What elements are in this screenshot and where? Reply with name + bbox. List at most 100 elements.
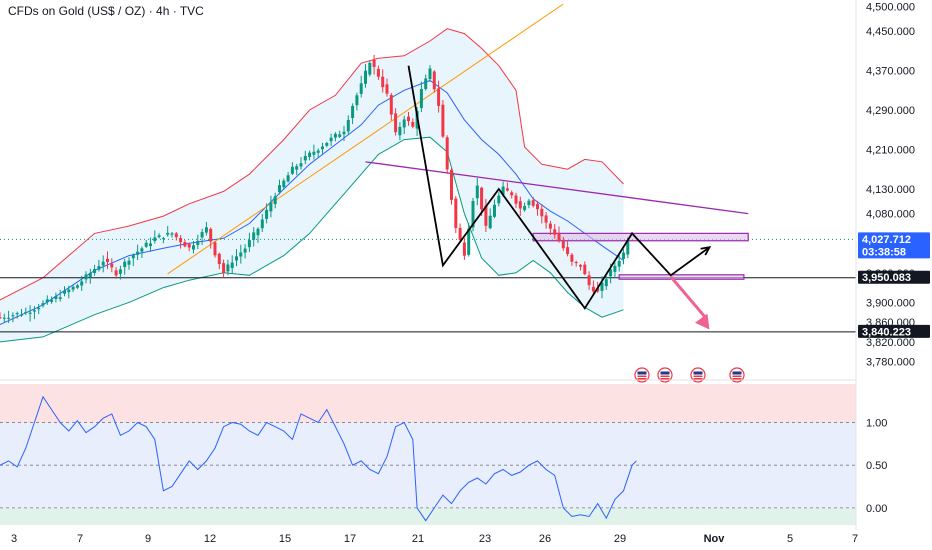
candle-down <box>514 195 518 204</box>
level-1-tag-bg <box>858 270 930 284</box>
candle-up <box>97 265 101 270</box>
candle-down <box>583 264 587 275</box>
candle-up <box>144 242 148 247</box>
trend-line-purple <box>365 161 749 215</box>
candle-up <box>265 209 269 219</box>
candle-up <box>613 265 617 272</box>
candle-down <box>505 188 509 191</box>
candle-down <box>510 192 514 196</box>
candle-up <box>196 240 200 245</box>
candle-up <box>351 105 355 118</box>
candle-down <box>187 244 191 248</box>
candle-down <box>411 121 415 127</box>
candle-up <box>342 131 346 135</box>
flag-icon-stripe <box>693 378 703 380</box>
candle-up <box>604 279 608 287</box>
candle-up <box>338 134 342 137</box>
candle-up <box>626 241 630 255</box>
candle-down <box>217 253 221 264</box>
candle-up <box>166 232 170 235</box>
candle-down <box>548 223 552 229</box>
economic-event-icon[interactable] <box>634 367 650 383</box>
candle-up <box>471 201 475 228</box>
x-tick-label: 12 <box>204 533 216 545</box>
candle-up <box>50 299 54 302</box>
candle-up <box>67 289 71 293</box>
candle-down <box>480 187 484 210</box>
candle-up <box>230 262 234 269</box>
candle-down <box>553 229 557 235</box>
candle-up <box>243 248 247 253</box>
flag-icon-stripe <box>637 375 647 377</box>
candle-up <box>252 232 256 240</box>
candle-up <box>101 261 105 266</box>
x-tick-label: 17 <box>344 533 356 545</box>
candle-up <box>282 180 286 188</box>
candle-up <box>600 282 604 291</box>
candle-down <box>389 94 393 115</box>
candle-up <box>140 248 144 252</box>
y-tick-label: 3,780.000 <box>866 357 915 369</box>
candle-up <box>149 243 152 247</box>
current-price-tag-bg <box>858 232 930 259</box>
candle-up <box>118 269 122 274</box>
candle-down <box>437 88 441 106</box>
candle-up <box>295 166 299 170</box>
y-tick-label: 4,500.000 <box>866 1 915 13</box>
candle-up <box>364 70 367 84</box>
candle-up <box>290 166 294 174</box>
candle-up <box>226 264 230 272</box>
candle-up <box>402 119 406 128</box>
y-tick-label: 4,210.000 <box>866 145 915 157</box>
bollinger-lower-line <box>0 136 624 343</box>
candle-up <box>45 299 49 303</box>
candle-up <box>170 233 174 235</box>
economic-event-icon[interactable] <box>690 367 706 383</box>
candle-up <box>286 175 290 182</box>
y-tick-label: 3,820.000 <box>866 337 915 349</box>
oscillator-line <box>0 395 637 522</box>
candle-up <box>355 95 359 106</box>
candle-up <box>527 200 531 206</box>
candle-up <box>333 133 337 138</box>
candle-down <box>587 275 591 286</box>
candle-up <box>28 312 32 314</box>
osc-y-tick-label: 0.00 <box>866 503 887 515</box>
candle-down <box>540 208 544 217</box>
candle-up <box>269 202 273 212</box>
y-tick-label: 4,370.000 <box>866 66 915 78</box>
economic-event-icon[interactable] <box>729 367 745 383</box>
candle-down <box>222 263 226 274</box>
candle-up <box>80 281 84 286</box>
candle-up <box>303 155 307 161</box>
candle-down <box>213 242 217 256</box>
candle-up <box>488 215 492 229</box>
y-tick-label: 4,290.000 <box>866 105 915 117</box>
x-tick-label: 15 <box>279 533 291 545</box>
candle-up <box>204 227 208 233</box>
candle-up <box>308 152 312 157</box>
candle-down <box>561 240 565 249</box>
economic-event-icon[interactable] <box>657 367 673 383</box>
candle-up <box>419 88 423 108</box>
level-2-tag: 3,840.223 <box>862 326 911 338</box>
candle-up <box>278 185 281 193</box>
x-tick-label: 21 <box>412 533 424 545</box>
candle-up <box>192 245 195 250</box>
candle-down <box>381 76 385 88</box>
candle-down <box>441 104 445 137</box>
candle-down <box>445 137 449 170</box>
y-tick-label: 4,130.000 <box>866 184 915 196</box>
bollinger-upper-line <box>0 28 624 301</box>
x-tick-label: Nov <box>704 533 726 545</box>
candle-up <box>247 240 251 248</box>
candle-up <box>609 269 613 277</box>
candle-up <box>200 232 204 238</box>
zigzag-projection-line <box>407 65 711 310</box>
candle-up <box>20 314 23 316</box>
candle-down <box>209 228 213 242</box>
candle-up <box>131 255 135 259</box>
candle-up <box>157 235 161 238</box>
candle-down <box>394 113 398 133</box>
